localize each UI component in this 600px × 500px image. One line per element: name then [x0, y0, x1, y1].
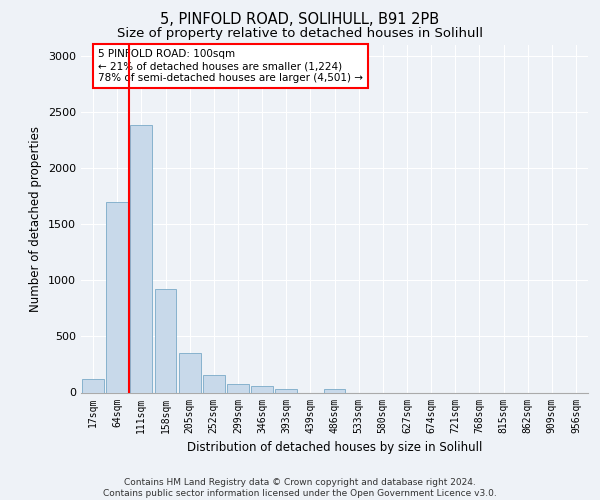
Bar	[155, 290, 176, 393]
Bar	[179, 352, 200, 393]
Bar	[82, 379, 104, 392]
Bar	[275, 388, 297, 392]
Text: Size of property relative to detached houses in Solihull: Size of property relative to detached ho…	[117, 28, 483, 40]
X-axis label: Distribution of detached houses by size in Solihull: Distribution of detached houses by size …	[187, 441, 482, 454]
Text: Contains HM Land Registry data © Crown copyright and database right 2024.
Contai: Contains HM Land Registry data © Crown c…	[103, 478, 497, 498]
Bar	[227, 384, 249, 392]
Bar	[130, 124, 152, 392]
Bar	[106, 202, 128, 392]
Text: 5 PINFOLD ROAD: 100sqm
← 21% of detached houses are smaller (1,224)
78% of semi-: 5 PINFOLD ROAD: 100sqm ← 21% of detached…	[98, 50, 363, 82]
Text: 5, PINFOLD ROAD, SOLIHULL, B91 2PB: 5, PINFOLD ROAD, SOLIHULL, B91 2PB	[160, 12, 440, 28]
Bar	[203, 375, 224, 392]
Bar	[251, 386, 273, 392]
Bar	[323, 388, 346, 392]
Y-axis label: Number of detached properties: Number of detached properties	[29, 126, 43, 312]
